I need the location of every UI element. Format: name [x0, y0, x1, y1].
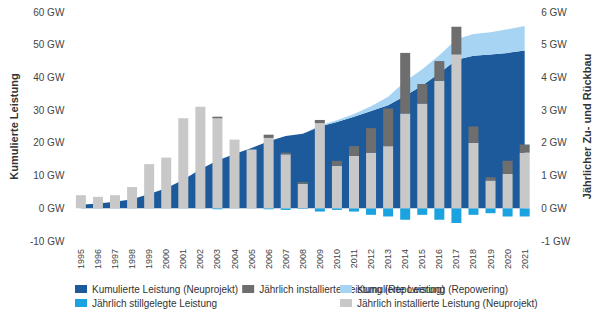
- svg-text:2002: 2002: [195, 249, 205, 269]
- svg-text:60 GW: 60 GW: [33, 7, 65, 18]
- svg-text:2004: 2004: [230, 249, 240, 269]
- svg-text:2010: 2010: [332, 249, 342, 269]
- svg-text:2020: 2020: [503, 249, 513, 269]
- svg-text:3 GW: 3 GW: [541, 105, 567, 116]
- svg-text:1 GW: 1 GW: [541, 170, 567, 181]
- svg-text:Jährlicher Zu- und Rückbau: Jährlicher Zu- und Rückbau: [581, 54, 593, 199]
- svg-text:Kumulierte Leistung (Repowerin: Kumulierte Leistung (Repowering): [357, 284, 508, 295]
- svg-text:50 GW: 50 GW: [33, 39, 65, 50]
- svg-text:2000: 2000: [161, 249, 171, 269]
- svg-text:1996: 1996: [93, 249, 103, 269]
- svg-text:0 GW: 0 GW: [39, 203, 65, 214]
- svg-text:Jährlich stillgelegte Leistung: Jährlich stillgelegte Leistung: [92, 298, 217, 309]
- svg-text:1998: 1998: [127, 249, 137, 269]
- svg-text:20 GW: 20 GW: [33, 137, 65, 148]
- svg-text:2013: 2013: [383, 249, 393, 269]
- svg-text:2001: 2001: [178, 249, 188, 269]
- svg-text:2008: 2008: [298, 249, 308, 269]
- svg-text:2014: 2014: [400, 249, 410, 269]
- svg-text:10 GW: 10 GW: [33, 170, 65, 181]
- svg-text:2003: 2003: [212, 249, 222, 269]
- svg-text:6 GW: 6 GW: [541, 7, 567, 18]
- svg-text:2005: 2005: [247, 249, 257, 269]
- svg-text:Jährlich installierte Leistung: Jährlich installierte Leistung (Neuproje…: [357, 298, 538, 309]
- svg-text:2016: 2016: [434, 249, 444, 269]
- svg-text:2 GW: 2 GW: [541, 137, 567, 148]
- svg-text:-10 GW: -10 GW: [30, 236, 65, 247]
- svg-text:2019: 2019: [486, 249, 496, 269]
- svg-text:2006: 2006: [264, 249, 274, 269]
- svg-text:1995: 1995: [76, 249, 86, 269]
- svg-text:2018: 2018: [468, 249, 478, 269]
- svg-text:40 GW: 40 GW: [33, 72, 65, 83]
- svg-text:4 GW: 4 GW: [541, 72, 567, 83]
- svg-text:2012: 2012: [366, 249, 376, 269]
- svg-text:Kumulierte Leistung (Neuprojek: Kumulierte Leistung (Neuprojekt): [92, 284, 238, 295]
- svg-text:2007: 2007: [281, 249, 291, 269]
- svg-text:1999: 1999: [144, 249, 154, 269]
- svg-text:2011: 2011: [349, 249, 359, 268]
- svg-text:Jährlich installierte Leistung: Jährlich installierte Leistung (Repoweri…: [259, 283, 445, 295]
- svg-text:2015: 2015: [417, 249, 427, 269]
- svg-text:2021: 2021: [520, 249, 530, 269]
- svg-text:2017: 2017: [451, 249, 461, 269]
- svg-text:30 GW: 30 GW: [33, 105, 65, 116]
- svg-text:5 GW: 5 GW: [541, 39, 567, 50]
- svg-text:0 GW: 0 GW: [541, 203, 567, 214]
- svg-text:2009: 2009: [315, 249, 325, 269]
- svg-text:-1 GW: -1 GW: [541, 236, 570, 247]
- svg-text:1997: 1997: [110, 249, 120, 269]
- svg-text:Kumulierte Leistung: Kumulierte Leistung: [8, 73, 20, 179]
